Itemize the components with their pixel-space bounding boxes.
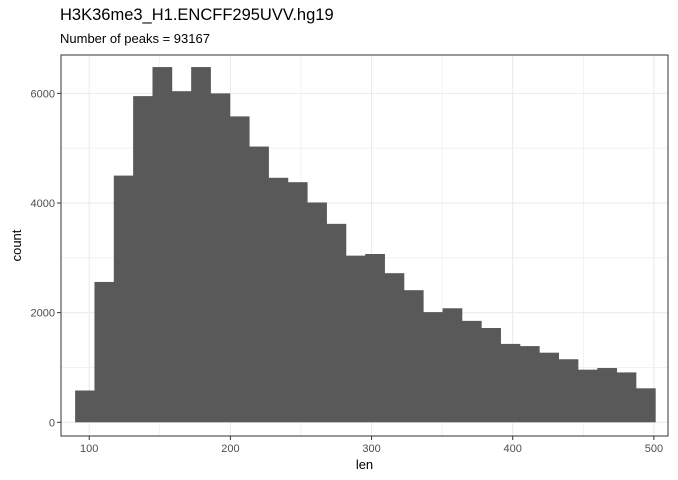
histogram-bar — [616, 372, 637, 423]
histogram-bar — [423, 312, 443, 423]
histogram-bar — [191, 67, 211, 423]
histogram-bar — [558, 359, 579, 423]
histogram-bar — [171, 91, 192, 423]
y-tick-label: 4000 — [31, 198, 55, 210]
histogram-bar — [461, 320, 482, 423]
histogram-bar — [635, 388, 656, 423]
histogram-bar — [345, 255, 366, 423]
y-tick-label: 0 — [49, 417, 55, 429]
histogram-bar — [384, 273, 405, 423]
x-tick-label: 100 — [80, 443, 98, 455]
x-tick-label: 500 — [645, 443, 663, 455]
histogram-bar — [519, 346, 540, 423]
histogram-bar — [597, 368, 618, 423]
histogram-bar — [75, 390, 95, 423]
histogram-bar — [481, 328, 501, 423]
x-tick-label: 300 — [362, 443, 380, 455]
histogram-bar — [307, 202, 327, 423]
histogram-bar — [152, 67, 173, 423]
histogram-bar — [500, 343, 521, 423]
histogram-bars — [75, 67, 656, 423]
histogram-bar — [539, 352, 559, 423]
histogram-bar — [268, 177, 289, 423]
x-tick-label: 400 — [504, 443, 522, 455]
chart-title: H3K36me3_H1.ENCFF295UVV.hg19 — [60, 6, 334, 24]
x-axis: 100 200 300 400 500 — [80, 436, 663, 455]
x-axis-title: len — [356, 457, 373, 472]
histogram-bar — [365, 253, 385, 423]
histogram-bar — [113, 175, 134, 423]
histogram-bar — [249, 146, 269, 423]
histogram-bar — [94, 281, 115, 423]
histogram-bar — [133, 96, 153, 423]
y-tick-label: 6000 — [31, 88, 55, 100]
chart-subtitle: Number of peaks = 93167 — [60, 31, 210, 46]
histogram-bar — [210, 93, 231, 423]
y-axis: 0 2000 4000 6000 — [31, 88, 61, 429]
histogram-bar — [577, 369, 598, 423]
histogram-bar — [326, 223, 347, 423]
panel-border — [60, 54, 669, 437]
histogram-bar — [442, 308, 463, 423]
histogram-bar — [287, 182, 308, 423]
y-tick-label: 2000 — [31, 308, 55, 320]
x-tick-label: 200 — [221, 443, 239, 455]
histogram-bar — [229, 116, 250, 423]
histogram-bar — [403, 290, 424, 423]
y-axis-title: count — [9, 229, 24, 261]
